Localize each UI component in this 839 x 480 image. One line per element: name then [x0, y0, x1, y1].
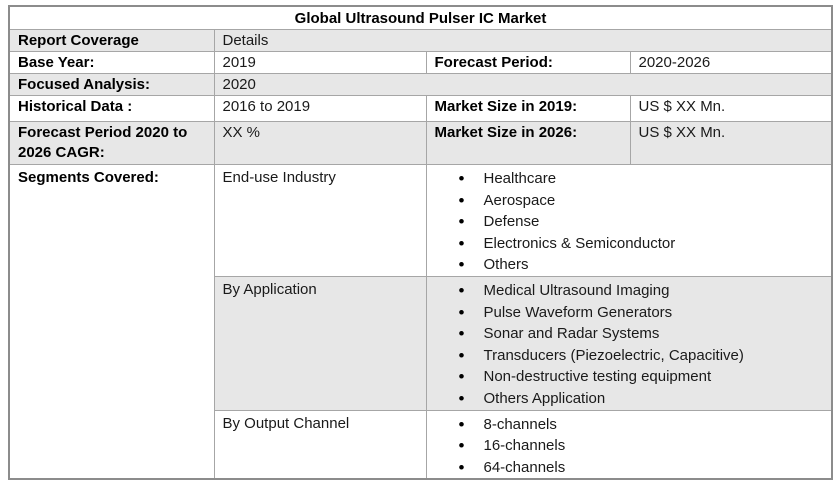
- row-segments-output-channel: By Output Channel 8-channels16-channels6…: [9, 409, 833, 480]
- row-cagr: Forecast Period 2020 to 2026 CAGR: XX % …: [8, 121, 833, 165]
- bullet-list-by-output-channel: 8-channels16-channels64-channels: [435, 412, 824, 479]
- cagr-value: XX %: [213, 121, 427, 165]
- bullet-item: Medical Ultrasound Imaging: [435, 280, 824, 302]
- base-year-value: 2019: [213, 51, 427, 74]
- base-year-label: Base Year:: [8, 51, 215, 74]
- bullet-item: Aerospace: [435, 190, 824, 212]
- market-size-2019-value: US $ XX Mn.: [629, 95, 833, 122]
- bullet-item: Sonar and Radar Systems: [435, 323, 824, 345]
- historical-data-value: 2016 to 2019: [213, 95, 427, 122]
- report-coverage-value: Details: [213, 29, 833, 52]
- market-size-2026-label: Market Size in 2026:: [425, 121, 631, 165]
- segment-items-by-application: Medical Ultrasound ImagingPulse Waveform…: [425, 275, 833, 411]
- bullet-item: Others: [435, 254, 824, 275]
- row-focused-analysis: Focused Analysis: 2020: [8, 73, 833, 96]
- row-segments-end-use: Segments Covered: End-use Industry Healt…: [8, 164, 833, 480]
- focused-analysis-label: Focused Analysis:: [8, 73, 215, 96]
- market-size-2026-value: US $ XX Mn.: [629, 121, 833, 165]
- bullet-item: Healthcare: [435, 168, 824, 190]
- bullet-item: 8-channels: [435, 414, 824, 436]
- row-segments-application: By Application Medical Ultrasound Imagin…: [9, 275, 833, 411]
- forecast-period-label: Forecast Period:: [425, 51, 631, 74]
- report-coverage-table: Global Ultrasound Pulser IC Market Repor…: [8, 5, 834, 480]
- bullet-item: 64-channels: [435, 457, 824, 479]
- page-title: Global Ultrasound Pulser IC Market: [8, 5, 833, 30]
- market-size-2019-label: Market Size in 2019:: [425, 95, 631, 122]
- segment-items-by-output-channel: 8-channels16-channels64-channels: [425, 409, 833, 480]
- focused-analysis-value: 2020: [213, 73, 833, 96]
- report-coverage-label: Report Coverage: [8, 29, 215, 52]
- bullet-list-by-application: Medical Ultrasound ImagingPulse Waveform…: [435, 278, 824, 409]
- bullet-item: Others Application: [435, 388, 824, 409]
- title-row: Global Ultrasound Pulser IC Market: [8, 5, 833, 30]
- bullet-item: Transducers (Piezoelectric, Capacitive): [435, 345, 824, 367]
- row-historical-data: Historical Data : 2016 to 2019 Market Si…: [8, 95, 833, 122]
- segment-group-end-use-industry: End-use Industry: [213, 164, 427, 277]
- forecast-period-value: 2020-2026: [629, 51, 833, 74]
- historical-data-label: Historical Data :: [8, 95, 215, 122]
- row-base-year: Base Year: 2019 Forecast Period: 2020-20…: [8, 51, 833, 74]
- bullet-item: Non-destructive testing equipment: [435, 366, 824, 388]
- segment-group-by-application: By Application: [213, 275, 427, 411]
- bullet-list-end-use-industry: HealthcareAerospaceDefenseElectronics & …: [435, 166, 824, 275]
- bullet-item: Defense: [435, 211, 824, 233]
- segment-items-end-use-industry: HealthcareAerospaceDefenseElectronics & …: [425, 164, 833, 277]
- bullet-item: 16-channels: [435, 435, 824, 457]
- segments-covered-label: Segments Covered:: [8, 164, 215, 480]
- segment-group-by-output-channel: By Output Channel: [213, 409, 427, 480]
- bullet-item: Electronics & Semiconductor: [435, 233, 824, 255]
- bullet-item: Pulse Waveform Generators: [435, 302, 824, 324]
- cagr-label: Forecast Period 2020 to 2026 CAGR:: [8, 121, 215, 165]
- row-report-coverage: Report Coverage Details: [8, 29, 833, 52]
